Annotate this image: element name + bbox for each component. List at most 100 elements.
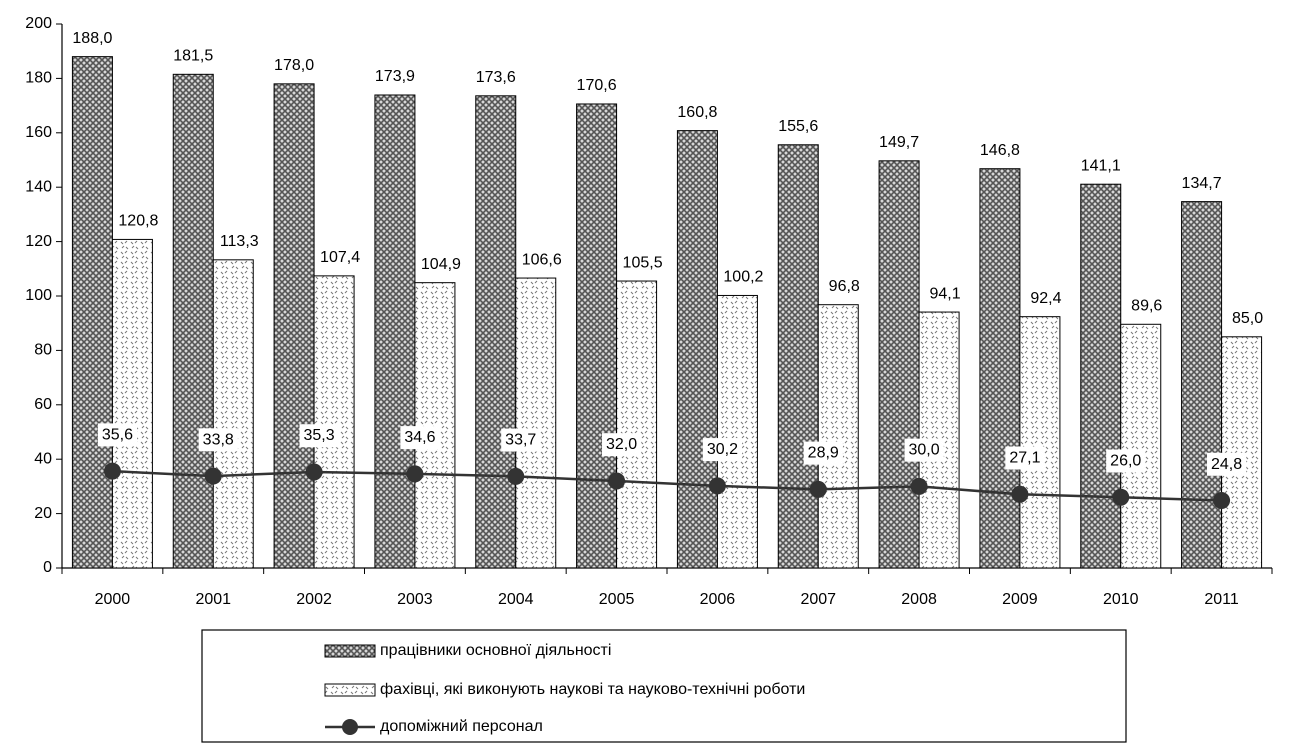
legend-label: допоміжний персонал — [380, 718, 543, 735]
legend-swatch — [324, 644, 376, 658]
bar — [71, 56, 113, 569]
x-tick-label: 2010 — [1103, 591, 1139, 608]
line — [112, 469, 1222, 502]
bar — [374, 94, 416, 569]
bar-value-label: 160,8 — [677, 104, 717, 121]
line-value-label: 33,7 — [505, 432, 536, 449]
x-tick-label: 2007 — [800, 591, 836, 608]
x-tick-label: 2006 — [700, 591, 736, 608]
label-background — [97, 423, 138, 447]
line-value-label: 30,2 — [707, 441, 738, 458]
label-background — [299, 424, 339, 448]
bar — [616, 280, 658, 569]
label-background — [198, 428, 238, 452]
x-tick-label: 2002 — [296, 591, 332, 608]
y-tick-label: 160 — [25, 124, 52, 141]
legend-label: фахівці, які виконують наукові та науков… — [380, 681, 805, 698]
x-tick-label: 2004 — [498, 591, 534, 608]
y-tick-label: 0 — [43, 559, 52, 576]
bar-value-label: 173,6 — [476, 69, 516, 86]
bar — [1221, 336, 1263, 569]
line-value-label: 32,0 — [606, 436, 637, 453]
bar-value-label: 104,9 — [421, 256, 461, 273]
bar-value-label: 96,8 — [829, 278, 860, 295]
bar-value-label: 120,8 — [118, 213, 158, 230]
label-background — [1005, 446, 1045, 470]
line-value-label: 35,3 — [304, 427, 335, 444]
line-marker — [103, 462, 121, 480]
bar-value-label: 107,4 — [320, 249, 360, 266]
legend-swatch — [324, 683, 376, 697]
y-tick-label: 20 — [34, 505, 52, 522]
y-tick-label: 40 — [34, 450, 52, 467]
bar-value-label: 170,6 — [577, 77, 617, 94]
line-marker — [305, 463, 323, 481]
line-value-label: 27,1 — [1009, 450, 1040, 467]
bar-value-label: 173,9 — [375, 68, 415, 85]
x-tick-label: 2000 — [95, 591, 131, 608]
line-marker — [708, 477, 726, 495]
bar — [817, 304, 859, 569]
bar-value-label: 100,2 — [723, 269, 763, 286]
y-tick-label: 100 — [25, 287, 52, 304]
bar — [1120, 323, 1162, 569]
label-background — [400, 426, 440, 450]
bar-value-label: 178,0 — [274, 57, 314, 74]
bar — [716, 294, 758, 569]
bar — [111, 238, 153, 569]
bar — [878, 160, 920, 569]
x-tick-label: 2011 — [1204, 591, 1239, 608]
bar-value-label: 106,6 — [522, 251, 562, 268]
line-marker — [809, 480, 827, 498]
x-tick-label: 2008 — [901, 591, 937, 608]
bar-value-label: 188,0 — [72, 30, 112, 47]
legend-swatch-marker — [342, 719, 358, 735]
label-background — [602, 433, 642, 457]
bar — [313, 275, 355, 569]
x-tick-label: 2009 — [1002, 591, 1038, 608]
bar-value-label: 134,7 — [1182, 175, 1222, 192]
bar — [1080, 183, 1122, 569]
x-tick-label: 2003 — [397, 591, 433, 608]
y-tick-label: 200 — [25, 15, 52, 32]
line-marker — [204, 467, 222, 485]
bar-value-label: 105,5 — [623, 254, 663, 271]
bar — [273, 83, 315, 569]
y-tick-label: 140 — [25, 178, 52, 195]
bar-value-label: 155,6 — [778, 118, 818, 135]
x-tick-label: 2001 — [195, 591, 231, 608]
line-marker — [507, 467, 525, 485]
bar-value-label: 146,8 — [980, 142, 1020, 159]
y-tick-label: 60 — [34, 396, 52, 413]
bar-value-label: 149,7 — [879, 134, 919, 151]
line-value-label: 33,8 — [203, 431, 234, 448]
label-background — [1207, 452, 1247, 476]
line-marker — [1011, 485, 1029, 503]
bar-value-label: 89,6 — [1131, 298, 1162, 315]
y-tick-label: 120 — [25, 233, 52, 250]
label-background — [803, 441, 843, 465]
label-background — [501, 428, 541, 452]
bar — [414, 282, 456, 569]
bar-value-label: 92,4 — [1030, 290, 1061, 307]
bar-value-label: 113,3 — [220, 233, 259, 250]
line-value-label: 30,0 — [909, 442, 940, 459]
label-background — [1106, 449, 1146, 473]
bar — [777, 144, 819, 569]
legend-label: працівники основної діяльності — [380, 642, 611, 659]
bar — [1019, 316, 1061, 569]
bar-value-label: 181,5 — [173, 48, 213, 65]
x-tick-label: 2005 — [599, 591, 635, 608]
line-value-label: 24,8 — [1211, 456, 1242, 473]
label-background — [702, 438, 743, 462]
line-value-label: 26,0 — [1110, 452, 1141, 469]
line-marker — [1213, 492, 1231, 510]
line-marker — [910, 477, 928, 495]
line-value-label: 28,9 — [808, 445, 839, 462]
bar — [212, 259, 254, 569]
bar-value-label: 94,1 — [930, 285, 961, 302]
bar — [515, 277, 557, 569]
y-tick-label: 80 — [34, 342, 52, 359]
bar — [172, 73, 214, 569]
